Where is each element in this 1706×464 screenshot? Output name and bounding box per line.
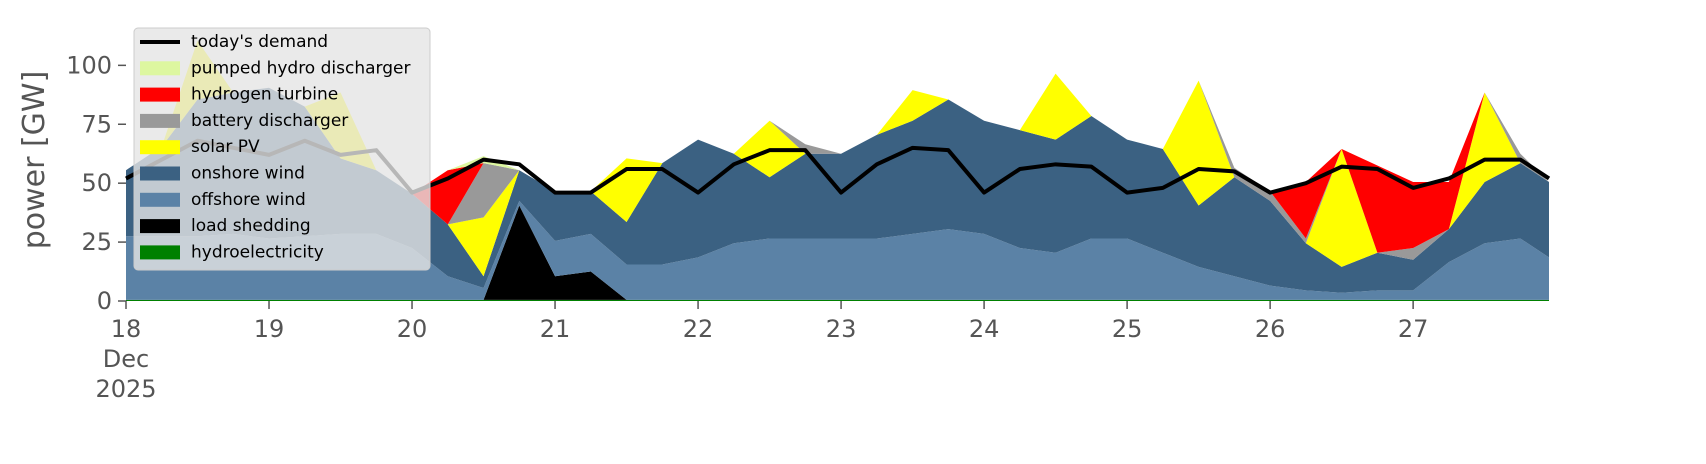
legend-label: solar PV xyxy=(191,137,260,157)
legend-patch xyxy=(140,245,180,260)
legend-label: onshore wind xyxy=(191,164,305,184)
area xyxy=(126,299,1549,301)
y-axis-label: power [GW] xyxy=(17,71,52,250)
x-tick-label: 20 xyxy=(397,315,428,343)
area xyxy=(126,40,1549,260)
area xyxy=(126,200,1549,300)
legend-patch xyxy=(140,140,180,155)
legend: today's demand pumped hydro discharger hyd… xyxy=(133,27,431,271)
legend-box xyxy=(133,27,431,271)
x-tick-label: 27 xyxy=(1398,315,1429,343)
x-tick-label: 18 Dec 2025 xyxy=(95,315,156,403)
x-tick-label: 21 xyxy=(540,315,571,343)
x-tick-label: 22 xyxy=(683,315,714,343)
legend-label: offshore wind xyxy=(191,190,306,210)
y-tick-label: 100 xyxy=(66,51,112,79)
x-tick-label: 26 xyxy=(1255,315,1286,343)
x-tick-label: 24 xyxy=(969,315,1000,343)
y-tick-label: 75 xyxy=(81,110,112,138)
legend-label: today's demand xyxy=(191,32,328,52)
x-tick-label: 23 xyxy=(826,315,857,343)
x-tick-label: 19 xyxy=(254,315,285,343)
legend-label: load shedding xyxy=(191,216,311,236)
y-tick-label: 25 xyxy=(81,228,112,256)
y-tick-label: 50 xyxy=(81,169,112,197)
legend-label: battery discharger xyxy=(191,111,348,131)
legend-patch xyxy=(140,113,180,128)
legend-label: hydrogen turbine xyxy=(191,85,338,105)
legend-patch xyxy=(140,61,180,76)
legend-patch xyxy=(140,166,180,181)
y-tick-label: 0 xyxy=(97,287,112,315)
legend-patch xyxy=(140,192,180,207)
x-tick-label: 25 xyxy=(1112,315,1143,343)
area xyxy=(126,40,1549,277)
legend-label: hydroelectricity xyxy=(191,242,324,262)
legend-patch xyxy=(140,87,180,102)
legend-patch xyxy=(140,219,180,234)
area xyxy=(126,40,1549,253)
legend-label: pumped hydro discharger xyxy=(191,58,410,78)
